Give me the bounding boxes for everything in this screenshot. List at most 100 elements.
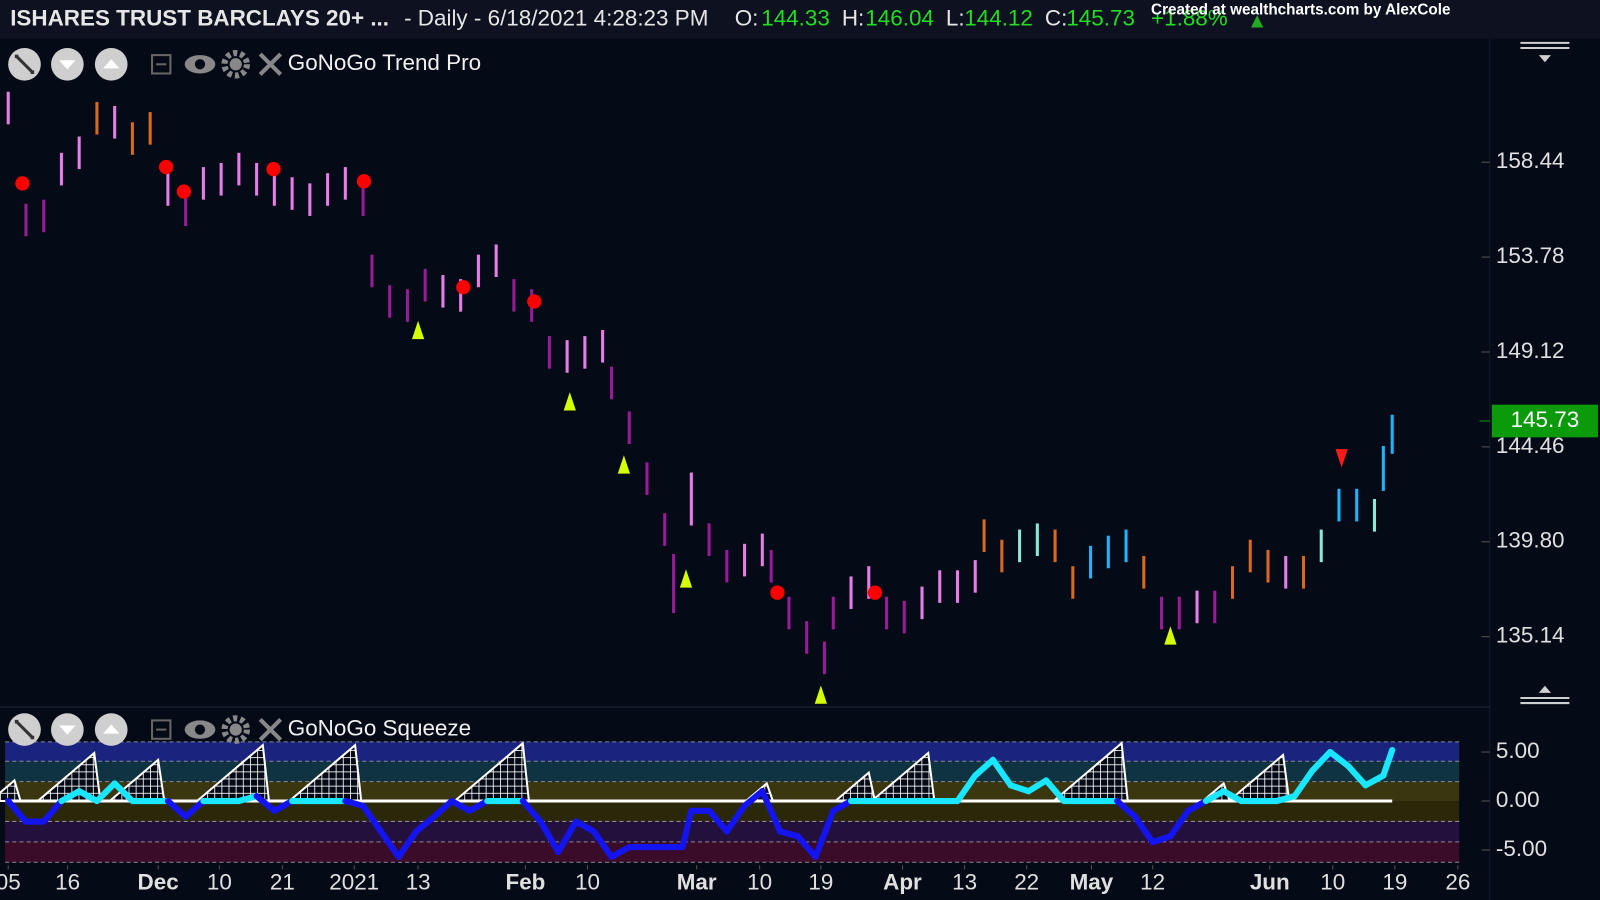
- x-tick-label: 10: [207, 870, 232, 895]
- x-tick-label: Dec: [138, 870, 179, 895]
- change: +1.88%: [1151, 5, 1228, 30]
- signal-dot: [527, 294, 542, 309]
- squeeze-line: [794, 833, 819, 860]
- up-triangle: [411, 320, 425, 340]
- x-tick-label: 13: [406, 870, 431, 895]
- squeeze-line: [377, 828, 402, 860]
- squeeze-line: [466, 797, 491, 814]
- squeeze-line: [5, 797, 30, 825]
- squeeze-line: [235, 793, 260, 805]
- squeeze-line: [572, 818, 597, 835]
- squeeze-line: [1273, 793, 1298, 805]
- y-tick-label: 135.14: [1496, 623, 1565, 648]
- squeeze-line: [830, 797, 855, 814]
- signal-dot: [158, 159, 174, 175]
- y-tick-label: 158.44: [1496, 148, 1565, 173]
- x-tick-label: 22: [1014, 870, 1039, 895]
- x-tick-label: May: [1070, 870, 1114, 895]
- x-tick-label: 21: [270, 870, 295, 895]
- ohlc-label: L:: [946, 5, 965, 30]
- squeeze-line: [164, 797, 189, 820]
- ohlc-label: O:: [735, 5, 759, 30]
- squeeze-line: [111, 780, 136, 805]
- squeeze-line: [608, 843, 633, 860]
- scale-handle[interactable]: [1520, 41, 1570, 705]
- y-tick-label: 153.78: [1496, 243, 1565, 268]
- ohlc-value: 145.73: [1066, 5, 1135, 30]
- ohlc-label: H:: [842, 5, 864, 30]
- y-tick-label: 139.80: [1496, 528, 1565, 553]
- x-tick-label: 10: [747, 870, 772, 895]
- indicator-title: GoNoGo Trend Pro: [288, 50, 481, 75]
- squeeze-line: [253, 793, 278, 814]
- x-tick-label: 13: [952, 870, 977, 895]
- x-tick-label: 05: [0, 870, 21, 895]
- squeeze-line: [271, 797, 296, 814]
- squeeze-line: [413, 813, 438, 835]
- x-tick-label: 16: [55, 870, 80, 895]
- x-tick-label: Mar: [677, 870, 717, 895]
- squeeze-line: [76, 788, 100, 805]
- squeeze-line: [1043, 777, 1068, 805]
- squeeze-line: [1114, 797, 1138, 820]
- ohlc-value: 144.12: [964, 5, 1033, 30]
- indicator-title: GoNoGo Squeeze: [288, 716, 471, 741]
- signal-dot: [770, 585, 785, 600]
- squeeze-line: [1344, 762, 1369, 789]
- squeeze-line: [182, 797, 207, 820]
- x-tick-label: 26: [1445, 870, 1470, 895]
- x-tick-label: 19: [808, 870, 833, 895]
- up-arrow: [1251, 15, 1264, 28]
- squeeze-line: [1007, 782, 1032, 795]
- price-tag: [1491, 404, 1598, 438]
- squeeze-line: [723, 802, 748, 835]
- squeeze-line: [537, 818, 562, 856]
- squeeze-line: [1149, 833, 1174, 846]
- squeeze-line: [555, 818, 580, 856]
- y-tick-label: -5.00: [1496, 836, 1547, 861]
- x-tick-label: 10: [575, 870, 600, 895]
- signal-dot: [356, 174, 372, 189]
- squeeze-line: [972, 756, 997, 779]
- x-tick-label: Apr: [883, 870, 922, 895]
- up-triangle: [679, 569, 693, 588]
- up-triangle: [814, 685, 827, 704]
- squeeze-line: [342, 797, 367, 809]
- y-tick-label: 0.00: [1496, 787, 1540, 812]
- squeeze-line: [989, 756, 1014, 789]
- squeeze-line: [1291, 767, 1316, 800]
- signal-dot: [176, 184, 192, 199]
- header-bar: [0, 0, 1600, 39]
- squeeze-line: [1025, 777, 1050, 795]
- squeeze-line: [812, 807, 837, 860]
- squeeze-line: [395, 828, 420, 860]
- squeeze-line: [1131, 813, 1156, 846]
- squeeze-line: [741, 788, 766, 809]
- squeeze-line: [706, 807, 730, 835]
- x-tick-label: 19: [1382, 870, 1407, 895]
- squeeze-line: [448, 797, 473, 814]
- squeeze-line: [1380, 747, 1396, 779]
- squeeze-line: [590, 828, 615, 860]
- signal-dot: [266, 161, 281, 177]
- squeeze-line: [1167, 807, 1192, 840]
- up-triangle: [617, 455, 631, 474]
- squeeze-line: [1327, 748, 1351, 769]
- price-tag-label: 145.73: [1511, 407, 1580, 432]
- signal-dot: [15, 176, 30, 191]
- squeeze-line: [519, 797, 544, 825]
- ohlc-value: 144.33: [761, 5, 830, 30]
- squeeze-line: [360, 802, 384, 835]
- ohlc-value: 146.04: [865, 5, 934, 30]
- squeeze-line: [40, 797, 65, 825]
- squeeze-line: [58, 788, 83, 805]
- interval: - Daily - 6/18/2021 4:28:23 PM: [404, 5, 708, 30]
- credit: Created at wealthcharts.com by AlexCole: [1151, 1, 1451, 18]
- signal-dot: [867, 585, 883, 600]
- symbol: ISHARES TRUST BARCLAYS 20+ ...: [10, 5, 389, 30]
- y-tick-label: 149.12: [1496, 338, 1565, 363]
- squeeze-line: [1202, 788, 1227, 805]
- x-tick-label: Feb: [505, 870, 545, 895]
- squeeze-line: [1362, 772, 1387, 789]
